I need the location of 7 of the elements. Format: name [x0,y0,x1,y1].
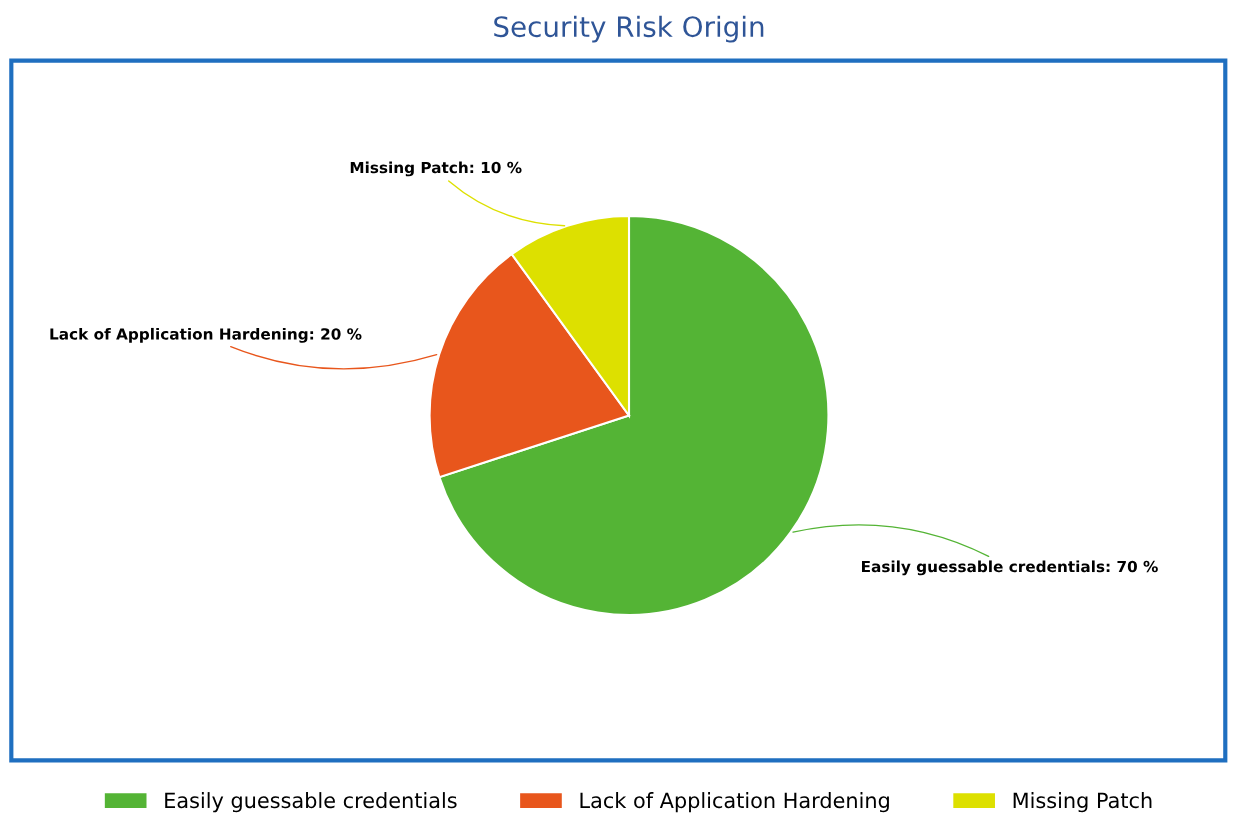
data-label: Easily guessable credentials: 70 % [862,560,1158,576]
legend-label: Lack of Application Hardening [580,792,889,813]
chart-title: Security Risk Origin [494,15,764,43]
legend-label: Missing Patch [1013,792,1152,813]
legend-label: Easily guessable credentials [165,792,457,813]
data-label: Missing Patch: 10 % [350,161,522,177]
data-label: Lack of Application Hardening: 20 % [50,327,362,343]
